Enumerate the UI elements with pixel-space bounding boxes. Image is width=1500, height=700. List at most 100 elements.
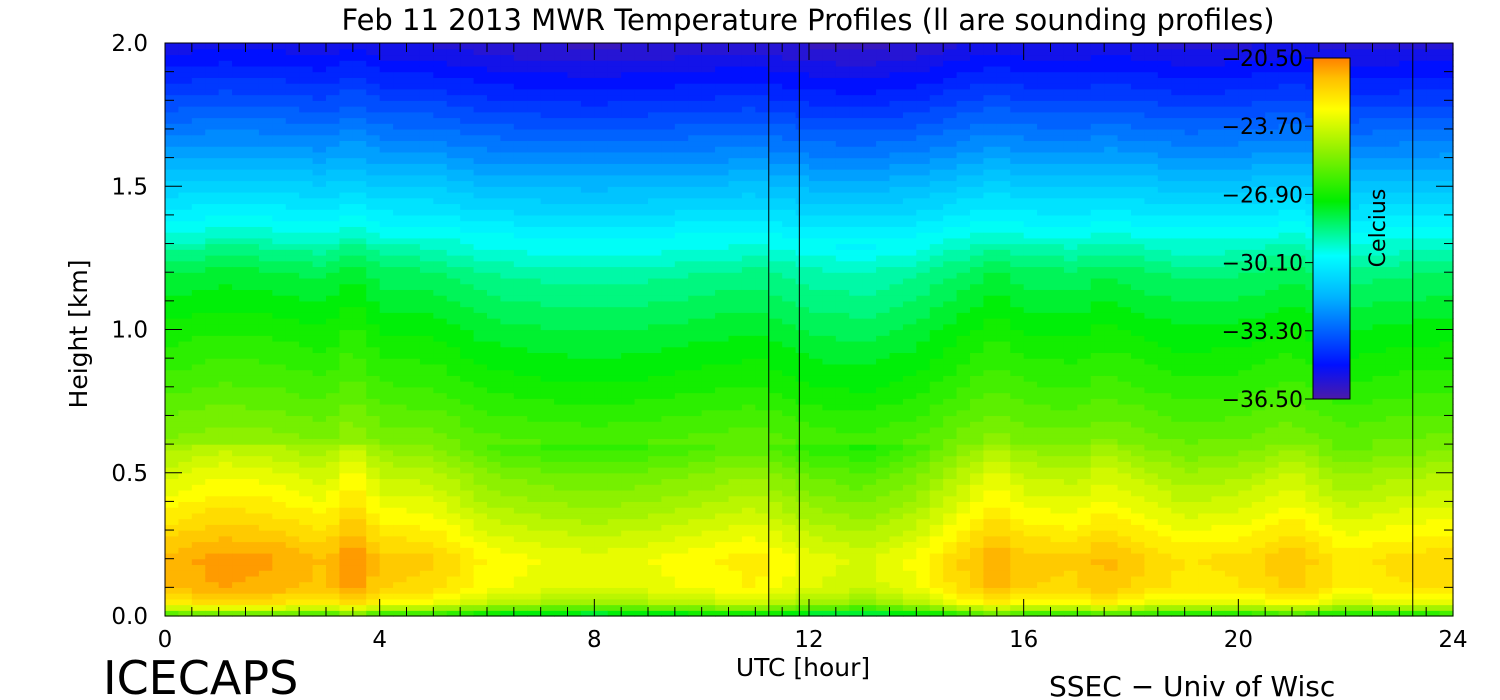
heatmap-cell bbox=[728, 598, 743, 606]
heatmap-cell bbox=[755, 88, 770, 96]
heatmap-cell bbox=[580, 432, 595, 439]
heatmap-cell bbox=[272, 415, 287, 422]
heatmap-cell bbox=[607, 100, 622, 107]
heatmap-cell bbox=[795, 272, 810, 279]
heatmap-cell bbox=[487, 438, 502, 445]
heatmap-cell bbox=[419, 358, 434, 365]
heatmap-cell bbox=[299, 232, 314, 239]
heatmap-cell bbox=[715, 140, 730, 147]
heatmap-cell bbox=[393, 295, 408, 302]
heatmap-cell bbox=[661, 552, 676, 560]
heatmap-cell bbox=[232, 409, 247, 417]
heatmap-cell bbox=[674, 197, 689, 205]
heatmap-cell bbox=[634, 174, 649, 182]
heatmap-cell bbox=[768, 403, 783, 411]
heatmap-cell bbox=[299, 575, 314, 583]
heatmap-cell bbox=[419, 123, 434, 130]
heatmap-cell bbox=[688, 146, 703, 153]
heatmap-cell bbox=[567, 518, 582, 525]
heatmap-cell bbox=[621, 358, 636, 365]
heatmap-cell bbox=[433, 209, 448, 216]
heatmap-cell bbox=[527, 604, 542, 611]
heatmap-cell bbox=[567, 318, 582, 325]
heatmap-cell bbox=[607, 226, 622, 233]
heatmap-cell bbox=[782, 512, 797, 520]
heatmap-cell bbox=[809, 300, 824, 308]
heatmap-cell bbox=[688, 535, 703, 543]
heatmap-cell bbox=[674, 444, 689, 451]
heatmap-cell bbox=[191, 157, 206, 164]
heatmap-cell bbox=[540, 421, 555, 428]
heatmap-cell bbox=[299, 610, 314, 617]
heatmap-cell bbox=[728, 587, 743, 594]
heatmap-cell bbox=[258, 266, 273, 273]
heatmap-cell bbox=[513, 197, 528, 205]
heatmap-cell bbox=[165, 140, 180, 147]
heatmap-cell bbox=[419, 249, 434, 256]
heatmap-cell bbox=[822, 467, 837, 474]
heatmap-cell bbox=[540, 260, 555, 268]
heatmap-cell bbox=[527, 289, 542, 296]
heatmap-cell bbox=[245, 180, 260, 187]
heatmap-cell bbox=[728, 300, 743, 308]
heatmap-cell bbox=[607, 507, 622, 514]
heatmap-cell bbox=[580, 146, 595, 153]
heatmap-cell bbox=[795, 381, 810, 388]
heatmap-cell bbox=[607, 54, 622, 61]
heatmap-cell bbox=[272, 335, 287, 342]
heatmap-cell bbox=[567, 386, 582, 394]
heatmap-cell bbox=[352, 260, 367, 268]
heatmap-cell bbox=[205, 283, 220, 290]
heatmap-cell bbox=[473, 169, 488, 176]
heatmap-cell bbox=[393, 415, 408, 422]
heatmap-cell bbox=[205, 169, 220, 176]
heatmap-cell bbox=[701, 186, 716, 193]
heatmap-cell bbox=[352, 163, 367, 170]
heatmap-cell bbox=[326, 472, 341, 480]
heatmap-cell bbox=[393, 403, 408, 411]
heatmap-cell bbox=[460, 535, 475, 543]
heatmap-cell bbox=[339, 266, 354, 273]
heatmap-cell bbox=[299, 163, 314, 170]
heatmap-cell bbox=[513, 478, 528, 485]
heatmap-cell bbox=[782, 575, 797, 583]
heatmap-cell bbox=[540, 386, 555, 394]
heatmap-cell bbox=[419, 65, 434, 73]
heatmap-cell bbox=[446, 77, 461, 84]
heatmap-cell bbox=[513, 518, 528, 525]
heatmap-cell bbox=[433, 530, 448, 537]
heatmap-cell bbox=[634, 335, 649, 342]
heatmap-cell bbox=[822, 100, 837, 107]
heatmap-cell bbox=[674, 106, 689, 113]
heatmap-cell bbox=[554, 94, 569, 101]
heatmap-cell bbox=[741, 83, 756, 90]
heatmap-cell bbox=[527, 157, 542, 164]
heatmap-cell bbox=[312, 123, 327, 130]
heatmap-cell bbox=[554, 570, 569, 577]
heatmap-cell bbox=[258, 461, 273, 468]
heatmap-cell bbox=[232, 134, 247, 142]
heatmap-cell bbox=[621, 163, 636, 170]
heatmap-cell bbox=[822, 489, 837, 497]
heatmap-cell bbox=[567, 340, 582, 348]
heatmap-cell bbox=[487, 65, 502, 73]
heatmap-cell bbox=[594, 392, 609, 399]
heatmap-cell bbox=[648, 123, 663, 130]
heatmap-cell bbox=[701, 83, 716, 90]
heatmap-cell bbox=[393, 472, 408, 480]
heatmap-cell bbox=[299, 260, 314, 268]
heatmap-cell bbox=[258, 318, 273, 325]
heatmap-cell bbox=[728, 65, 743, 73]
heatmap-cell bbox=[688, 209, 703, 216]
heatmap-cell bbox=[607, 449, 622, 457]
heatmap-cell bbox=[473, 552, 488, 560]
heatmap-cell bbox=[755, 421, 770, 428]
heatmap-cell bbox=[419, 415, 434, 422]
heatmap-cell bbox=[809, 157, 824, 164]
heatmap-cell bbox=[258, 495, 273, 502]
heatmap-cell bbox=[580, 163, 595, 170]
heatmap-cell bbox=[500, 535, 515, 543]
heatmap-cell bbox=[580, 289, 595, 296]
heatmap-cell bbox=[165, 226, 180, 233]
heatmap-cell bbox=[688, 604, 703, 611]
